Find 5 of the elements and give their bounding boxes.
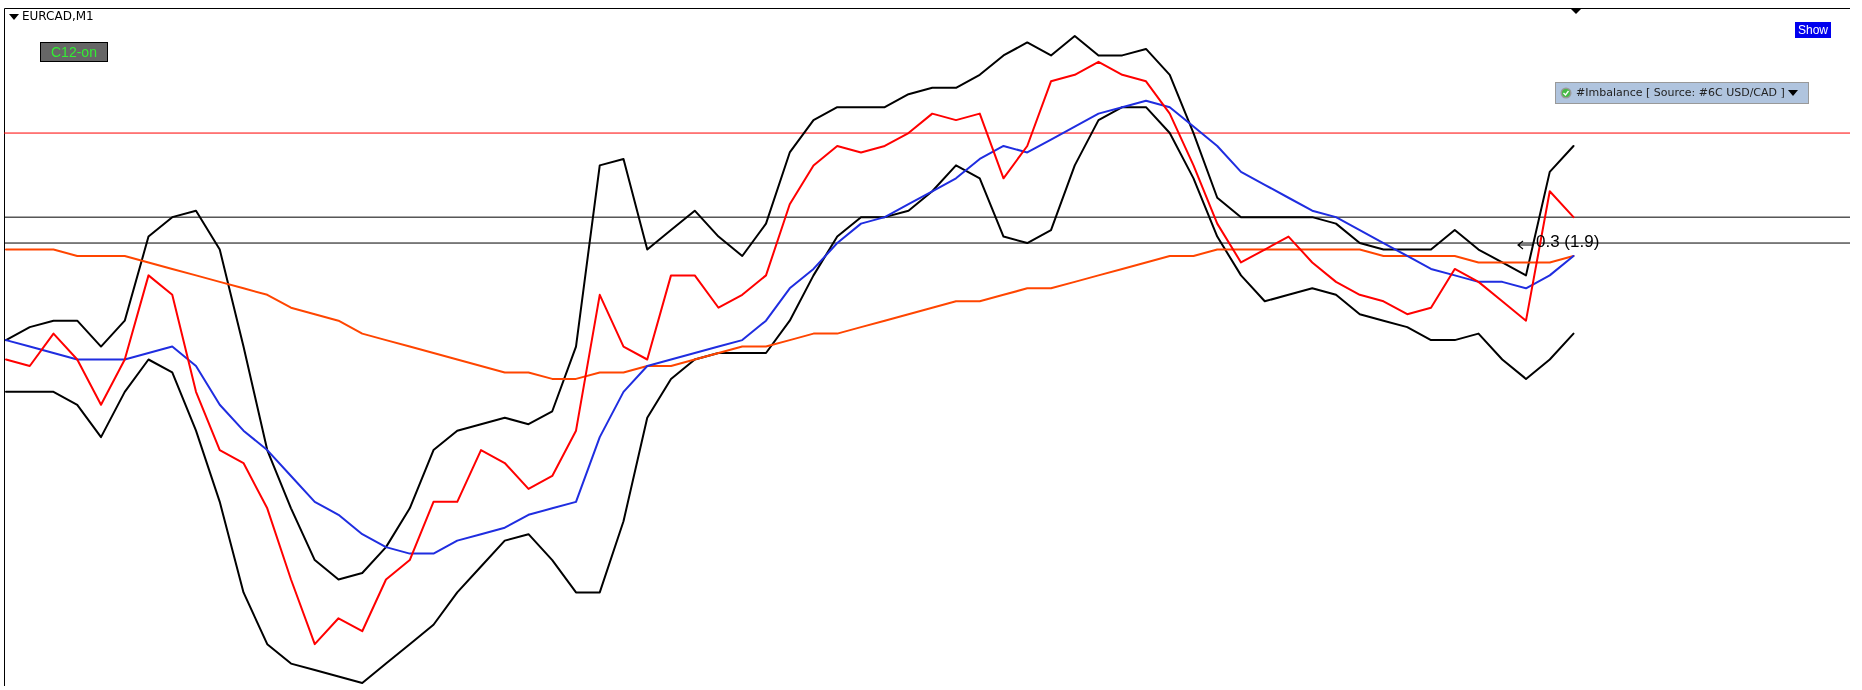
chart-title: EURCAD,M1: [22, 9, 94, 23]
indicator-panel: #Imbalance [ Source: #6C USD/CAD ]: [1555, 82, 1809, 104]
text: Show: [1795, 22, 1832, 38]
annotation: #Imbalance [ Source: #6C USD/CAD ]: [1576, 86, 1785, 99]
annotation: C12-on: [40, 42, 108, 62]
